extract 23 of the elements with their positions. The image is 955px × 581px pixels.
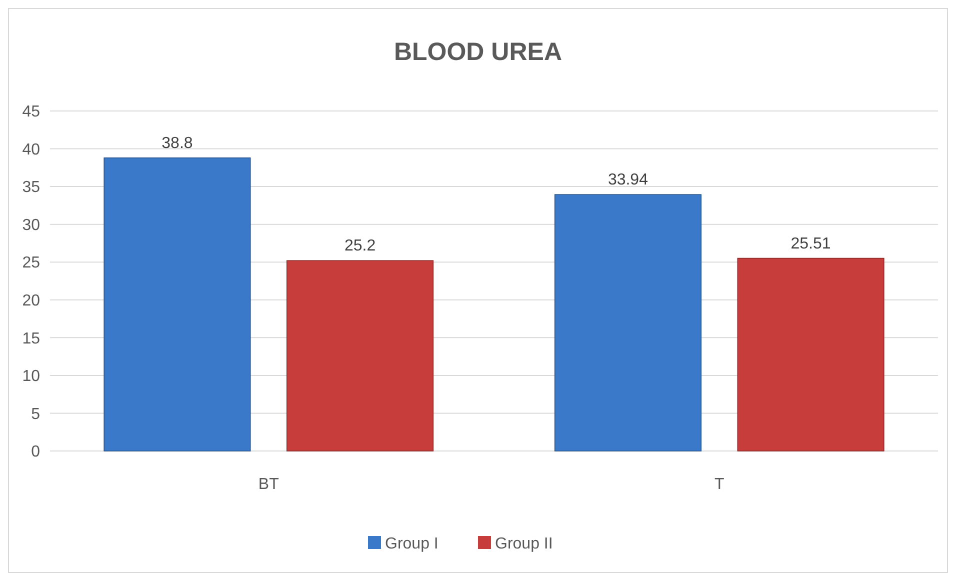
legend-label: Group I: [385, 536, 438, 553]
legend-label: Group II: [495, 536, 553, 553]
data-label: 33.94: [608, 172, 648, 189]
y-tick-label: 35: [22, 179, 40, 196]
chart-title: BLOOD UREA: [394, 38, 562, 66]
bar: [286, 260, 434, 452]
y-tick-label: 25: [22, 254, 40, 272]
y-tick-label: 20: [22, 292, 40, 310]
y-tick-label: 0: [31, 444, 40, 461]
y-tick-label: 15: [22, 330, 40, 348]
y-tick-label: 30: [22, 216, 40, 234]
y-tick-label: 10: [22, 368, 40, 386]
data-label: 25.2: [344, 238, 376, 255]
bar: [554, 194, 702, 452]
y-tick-label: 45: [22, 104, 40, 121]
x-tick-label: BT: [258, 476, 280, 493]
data-label: 25.51: [790, 235, 831, 252]
data-label: 38.8: [162, 134, 193, 152]
bar: [737, 258, 884, 452]
bar: [104, 157, 251, 452]
y-tick-label: 40: [22, 141, 40, 158]
x-tick-label: T: [714, 476, 724, 493]
y-tick-label: 5: [31, 406, 40, 423]
